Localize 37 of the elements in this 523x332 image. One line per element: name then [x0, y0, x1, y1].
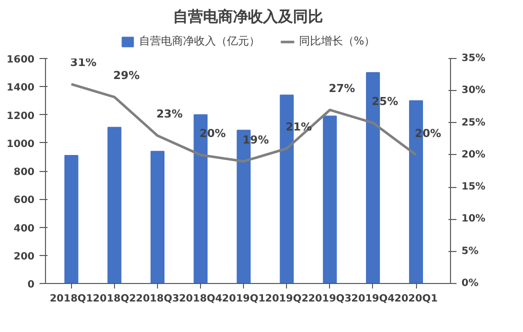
y-tick-label: 600: [14, 195, 35, 206]
y-tick-label: 800: [14, 167, 35, 178]
data-label: 23%: [156, 108, 183, 121]
y-tick-label: 400: [14, 223, 35, 234]
y2-tick-label: 15%: [462, 182, 486, 193]
x-tick-label: 2018Q2: [92, 294, 136, 304]
bar: [322, 116, 337, 284]
x-tick-label: 2019Q1: [222, 294, 266, 304]
chart-title: 自营电商净收入及同比: [173, 8, 323, 26]
y2-tick-label: 25%: [462, 117, 486, 128]
legend-label: 自营电商净收入（亿元）: [138, 34, 260, 48]
data-label: 27%: [328, 82, 356, 95]
data-label: 29%: [113, 69, 140, 82]
y-tick-label: 1000: [6, 138, 35, 150]
y2-tick-label: 20%: [462, 149, 486, 160]
bar: [150, 150, 164, 284]
line-series: [70, 82, 418, 163]
y-tick-label: 1600: [6, 54, 35, 66]
y2-tick-label: 10%: [462, 214, 486, 225]
bar: [64, 155, 78, 284]
x-tick-label: 2019Q3: [308, 294, 352, 304]
bar: [107, 126, 122, 284]
x-tick-label: 2018Q3: [136, 294, 180, 304]
y-tick-label: 0: [28, 280, 35, 290]
x-tick-label: 2019Q4: [351, 294, 395, 304]
y2-tick-label: 5%: [462, 246, 478, 257]
y2-tick-label: 30%: [462, 85, 486, 96]
x-tick-label: 2018Q1: [50, 294, 94, 304]
legend-label: 同比增长（%）: [298, 34, 376, 48]
y-tick-label: 1400: [6, 82, 35, 94]
x-tick-label: 2019Q2: [265, 294, 308, 304]
x-tick-label: 2018Q4: [178, 294, 222, 304]
y2-tick-label: 0%: [462, 278, 478, 289]
y2-tick-label: 35%: [462, 53, 486, 64]
y-tick-label: 200: [14, 251, 35, 262]
y-tick-label: 1200: [6, 110, 35, 122]
x-tick-label: 2020Q1: [394, 294, 438, 304]
